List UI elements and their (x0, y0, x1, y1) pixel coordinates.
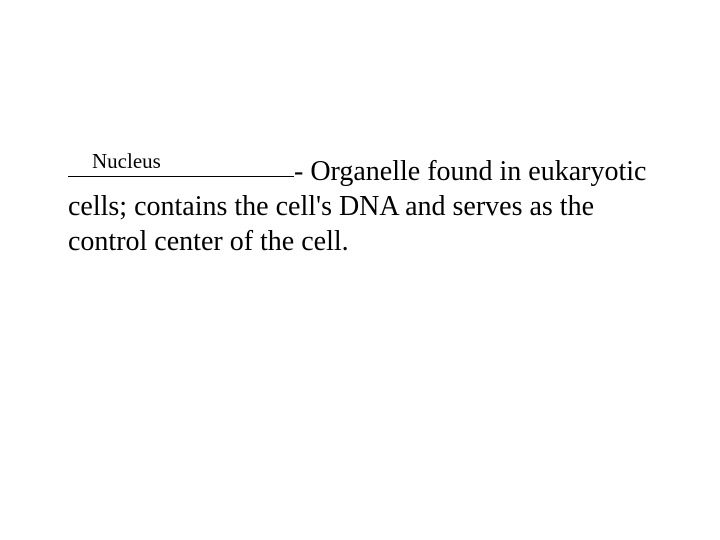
blank-underline (68, 176, 294, 177)
slide-content: Nucleus - Organelle found in eukaryotic … (68, 154, 660, 259)
fill-in-answer: Nucleus (92, 149, 161, 174)
